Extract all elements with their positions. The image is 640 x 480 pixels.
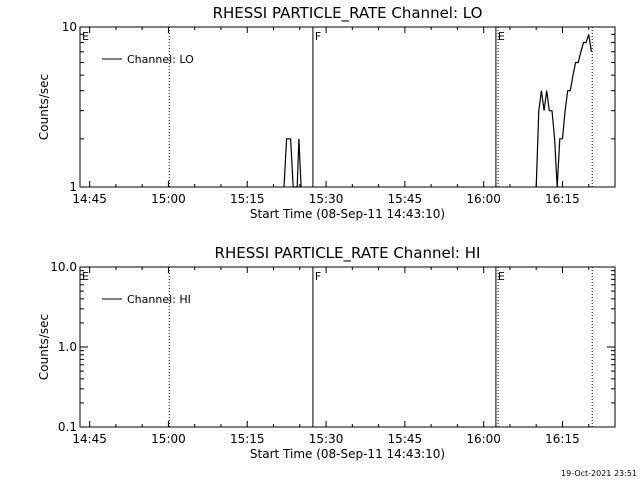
x-tick-label: 16:00	[466, 192, 501, 206]
data-series-line	[535, 34, 592, 188]
x-tick-label: 15:15	[230, 192, 265, 206]
legend-label: Channel: LO	[127, 53, 194, 66]
event-marker-label: F	[315, 30, 321, 43]
data-series-line	[283, 138, 302, 188]
x-tick-label: 15:45	[388, 192, 423, 206]
y-tick-label: 1.0	[58, 340, 77, 354]
y-axis-label: Counts/sec	[37, 74, 51, 140]
x-tick-label: 15:30	[309, 192, 344, 206]
x-tick-label: 15:00	[151, 432, 186, 446]
x-tick-label: 15:30	[309, 432, 344, 446]
x-tick-label: 14:45	[72, 192, 107, 206]
x-tick-label: 16:00	[466, 432, 501, 446]
x-tick-label: 16:15	[545, 432, 580, 446]
x-tick-label: 16:15	[545, 192, 580, 206]
plot-frame	[79, 266, 616, 428]
y-tick-label: 1	[69, 180, 77, 194]
chart-panel-lo: RHESSI PARTICLE_RATE Channel: LO 14:45 15:…	[37, 4, 616, 221]
chart-title: RHESSI PARTICLE_RATE Channel: LO	[213, 4, 483, 23]
y-tick-label: 0.1	[58, 420, 77, 434]
x-tick-label: 15:45	[388, 432, 423, 446]
y-tick-label: 10	[62, 20, 77, 34]
x-tick-label: 15:00	[151, 192, 186, 206]
legend-label: Channel: HI	[127, 293, 191, 306]
event-marker-label: E	[498, 30, 505, 43]
event-marker-label: E	[498, 270, 505, 283]
x-axis-label: Start Time (08-Sep-11 14:43:10)	[250, 447, 445, 461]
chart-title: RHESSI PARTICLE_RATE Channel: HI	[215, 244, 481, 263]
x-axis-label: Start Time (08-Sep-11 14:43:10)	[250, 207, 445, 221]
event-marker-label: F	[315, 270, 321, 283]
generation-timestamp: 19-Oct-2021 23:51	[561, 469, 637, 478]
x-tick-label: 15:15	[230, 432, 265, 446]
plot-frame	[79, 26, 616, 188]
chart-panel-hi: RHESSI PARTICLE_RATE Channel: HI 14:45 15:…	[37, 244, 616, 461]
y-tick-label: 10.0	[50, 260, 77, 274]
x-tick-label: 14:45	[72, 432, 107, 446]
event-marker-label: E	[82, 270, 89, 283]
y-axis-label: Counts/sec	[37, 314, 51, 380]
event-marker-label: E	[82, 30, 89, 43]
